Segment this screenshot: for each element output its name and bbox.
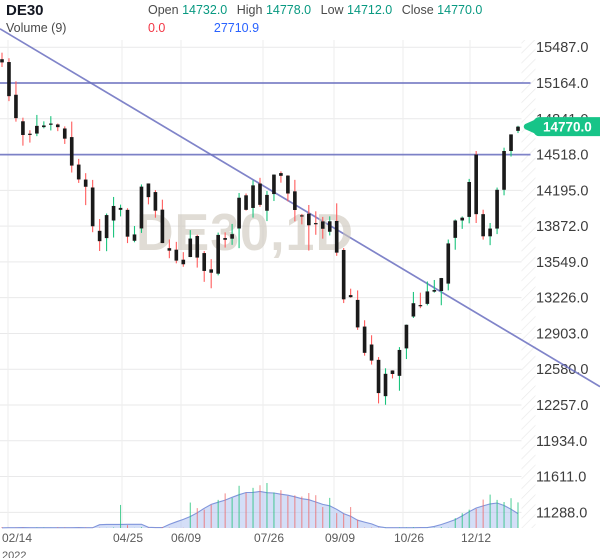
svg-text:14518.0: 14518.0 (536, 148, 588, 164)
svg-text:12903.0: 12903.0 (536, 326, 588, 342)
svg-text:11288.0: 11288.0 (536, 505, 587, 521)
svg-text:11934.0: 11934.0 (536, 434, 587, 450)
svg-text:13226.0: 13226.0 (536, 291, 588, 307)
svg-text:15487.0: 15487.0 (536, 40, 588, 56)
svg-text:14770.0: 14770.0 (543, 120, 592, 135)
svg-text:14195.0: 14195.0 (536, 183, 588, 199)
svg-text:12257.0: 12257.0 (536, 398, 588, 414)
svg-text:DE30,1D: DE30,1D (136, 204, 354, 262)
svg-text:15164.0: 15164.0 (536, 76, 588, 92)
svg-text:13872.0: 13872.0 (536, 219, 588, 235)
svg-text:13549.0: 13549.0 (536, 255, 588, 271)
svg-text:11611.0: 11611.0 (536, 470, 586, 486)
